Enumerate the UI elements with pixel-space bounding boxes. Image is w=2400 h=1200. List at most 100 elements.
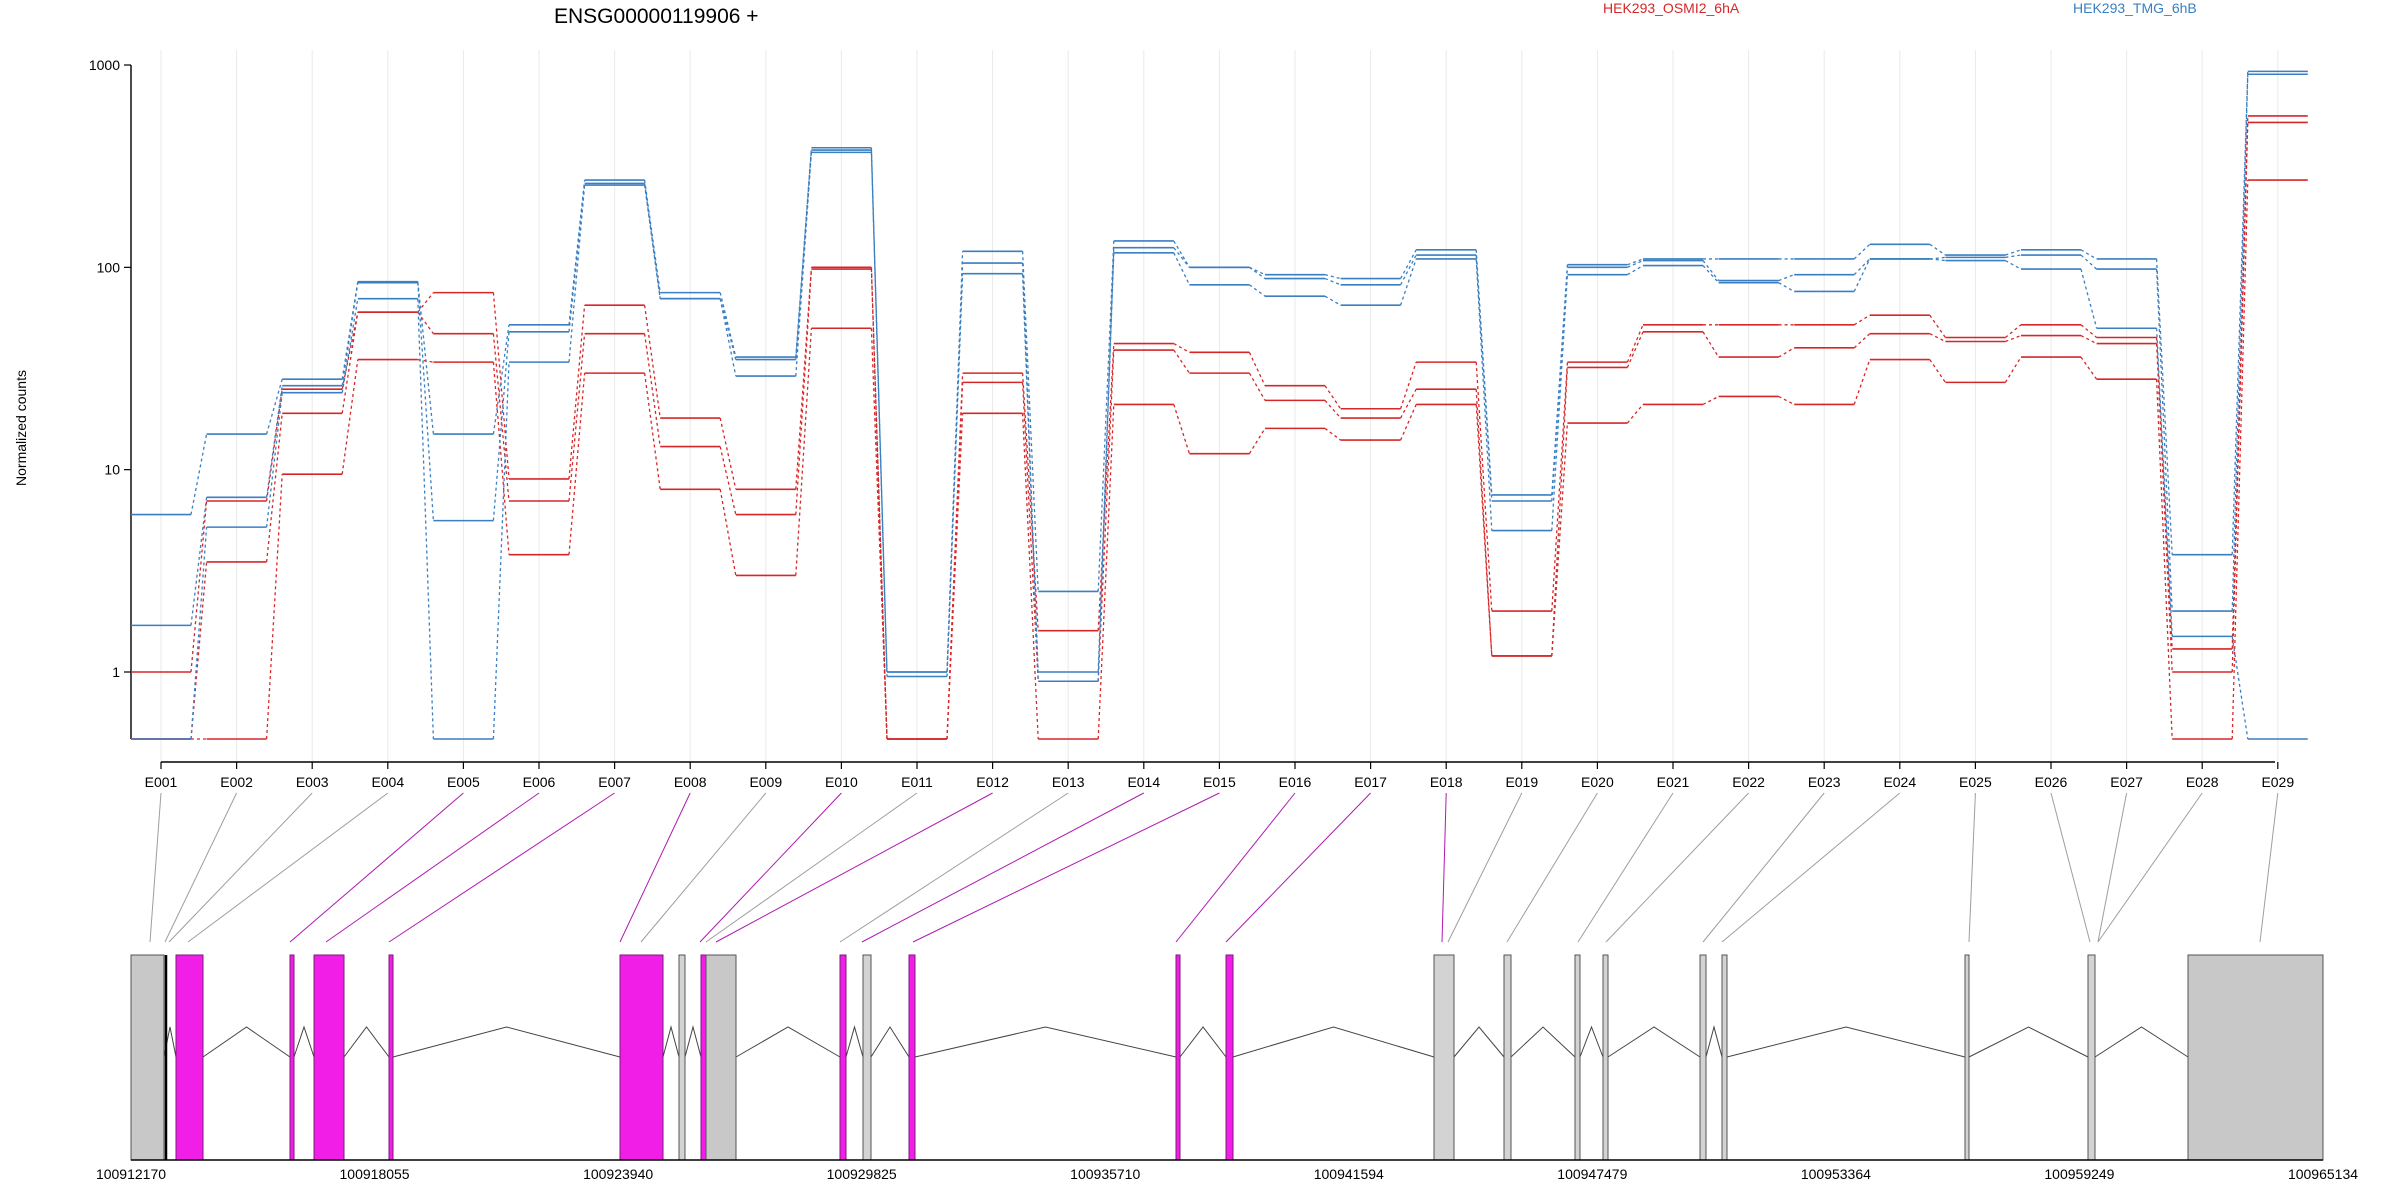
transition-line	[417, 298, 435, 740]
transition-line	[1249, 284, 1266, 297]
exon-box	[2087, 954, 2096, 1161]
exon-connector	[912, 792, 1220, 943]
intron-line	[392, 1026, 621, 1058]
exon-box	[705, 954, 737, 1161]
transition-line	[719, 489, 737, 576]
transition-line	[341, 359, 359, 475]
x-tick-label: E027	[2110, 774, 2143, 790]
exon-highlighted	[1175, 954, 1181, 1161]
transition-line	[1399, 361, 1417, 409]
transition-line	[1324, 427, 1341, 441]
transition-line	[2155, 258, 2173, 555]
transition-line	[265, 474, 283, 740]
transition-line	[265, 385, 283, 498]
intron-line	[1510, 1026, 1576, 1058]
transition-line	[492, 292, 510, 479]
exon-connector	[715, 792, 993, 943]
exon-connector	[619, 792, 691, 943]
x-tick-label: E017	[1354, 774, 1387, 790]
x-tick-label: E015	[1203, 774, 1236, 790]
transition-line	[568, 373, 586, 555]
exon-box	[1574, 954, 1581, 1161]
coordinate-label: 100923940	[583, 1166, 653, 1182]
transition-line	[795, 267, 813, 490]
transition-line	[1097, 404, 1115, 740]
transition-line	[1853, 258, 1871, 276]
transition-line	[341, 312, 359, 390]
series-red-2	[131, 179, 2308, 740]
exon-box	[678, 954, 686, 1161]
exon-box	[1503, 954, 1512, 1161]
exon-connector	[388, 792, 615, 943]
series-red-0	[131, 115, 2308, 740]
transition-line	[1400, 388, 1417, 419]
transition-line	[1551, 422, 1569, 657]
exon-connector	[1968, 792, 1976, 943]
exon-box	[1721, 954, 1728, 1161]
transition-line	[719, 292, 737, 358]
exon-connector	[187, 792, 389, 943]
x-tick-label: E004	[371, 774, 404, 790]
transition-line	[2080, 334, 2097, 345]
transition-line	[1627, 258, 1644, 266]
intron-line	[1179, 1026, 1227, 1058]
transition-line	[2080, 356, 2098, 380]
transition-line	[190, 433, 208, 515]
transition-line	[1626, 404, 1644, 424]
transition-line	[1853, 314, 1871, 326]
y-axis: 1 10 100 1000	[89, 57, 132, 739]
x-tick-label: E007	[598, 774, 631, 790]
exon-highlighted	[839, 954, 847, 1161]
y-tick-label: 10	[104, 462, 120, 478]
vertical-gridlines	[160, 50, 2279, 762]
exon-connector	[168, 792, 313, 943]
transition-line	[2231, 636, 2249, 740]
transition-line	[1173, 342, 1190, 353]
transition-line	[1324, 385, 1342, 410]
transition-line	[1778, 347, 1795, 358]
x-tick-label: E025	[1959, 774, 1992, 790]
transition-line	[1929, 243, 1946, 256]
transition-line	[1853, 258, 1871, 292]
transition-line	[1626, 324, 1644, 363]
transition-line	[1021, 373, 1039, 631]
exon-box	[1699, 954, 1707, 1161]
transition-line	[795, 328, 813, 576]
exon-connector	[1721, 792, 1901, 943]
exon-connector-lines	[149, 792, 2279, 943]
transition-line	[1324, 295, 1341, 306]
exon-connector	[164, 792, 238, 943]
legend-entry-tmg: HEK293_TMG_6hB	[2073, 0, 2197, 16]
transition-line	[265, 413, 283, 562]
transition-line	[643, 184, 661, 299]
intron-line	[1579, 1025, 1604, 1058]
legend-entry-osmi2: HEK293_OSMI2_6hA	[1603, 0, 1740, 16]
transition-line	[1853, 333, 1871, 349]
intron-line	[662, 1025, 680, 1058]
exon-box	[1602, 954, 1609, 1161]
x-tick-label: E016	[1279, 774, 1312, 790]
transition-line	[643, 305, 661, 419]
transition-line	[1702, 265, 1720, 284]
intron-line	[914, 1026, 1177, 1058]
x-tick-label: E014	[1127, 774, 1160, 790]
transition-line	[2005, 254, 2022, 259]
transition-line	[1627, 259, 1644, 268]
transition-line	[1324, 274, 1341, 280]
transition-line	[1551, 274, 1569, 531]
x-tick-label: E019	[1505, 774, 1538, 790]
transition-line	[492, 362, 510, 555]
transition-line	[568, 305, 586, 479]
transition-line	[1021, 273, 1039, 682]
exon-highlighted	[700, 954, 707, 1161]
transition-line	[870, 328, 888, 740]
coordinate-label: 100912170	[96, 1166, 166, 1182]
intron-line	[1453, 1026, 1505, 1058]
transition-line	[1853, 243, 1871, 260]
exon-highlighted	[313, 954, 345, 1161]
coordinate-label: 100953364	[1801, 1166, 1871, 1182]
x-tick-label: E005	[447, 774, 480, 790]
transition-line	[1702, 331, 1720, 358]
transition-line	[1929, 333, 1946, 343]
x-tick-label: E009	[749, 774, 782, 790]
